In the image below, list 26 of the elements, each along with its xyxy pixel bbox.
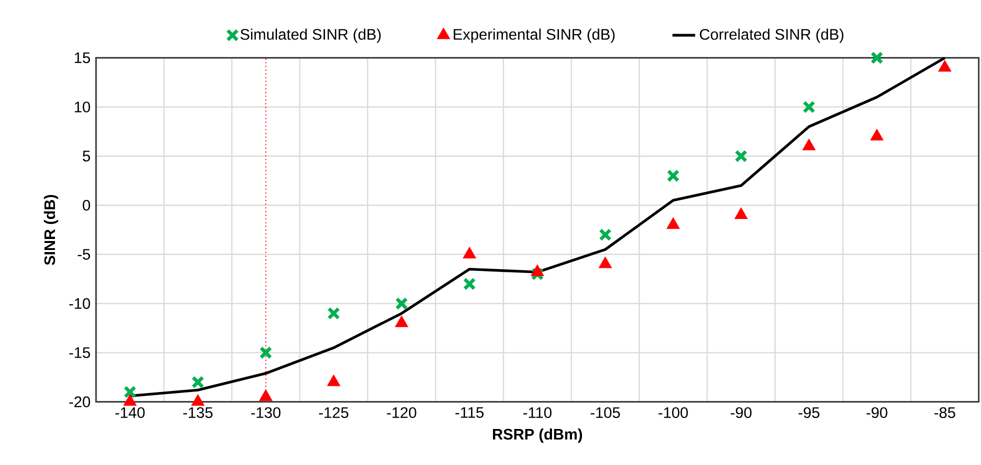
x-tick-label: -110 (523, 407, 552, 418)
x-tick-label: -95 (798, 407, 820, 418)
legend-label: Simulated SINR (dB) (240, 28, 381, 43)
y-tick-label: 15 (74, 52, 90, 64)
y-axis-title: SINR (dB) (44, 194, 58, 266)
x-tick-label: -85 (934, 407, 956, 418)
x-tick-label: -120 (386, 407, 416, 418)
x-tick-label: -135 (183, 407, 213, 418)
y-tick-label: 0 (82, 200, 90, 211)
x-tick-label: -100 (658, 407, 688, 418)
x-tick-label: -90 (730, 407, 752, 418)
y-tick-label: 10 (74, 102, 90, 112)
x-tick-label: -115 (455, 407, 484, 418)
x-tick-label: -90 (866, 407, 888, 418)
y-tick-label: -20 (69, 396, 90, 408)
x-tick-label: -105 (590, 407, 620, 418)
x-tick-label: -125 (319, 407, 348, 418)
x-axis-title: RSRP (dBm) (492, 428, 582, 443)
x-tick-label: -130 (251, 407, 280, 418)
legend-label: Experimental SINR (dB) (454, 28, 615, 43)
y-tick-label: 5 (82, 150, 90, 162)
y-tick-label: -10 (69, 298, 90, 309)
x-tick-label: -140 (115, 407, 145, 418)
legend-label: Correlated SINR (dB) (700, 28, 844, 43)
y-tick-label: -15 (69, 347, 90, 358)
y-tick-label: -5 (78, 249, 90, 260)
